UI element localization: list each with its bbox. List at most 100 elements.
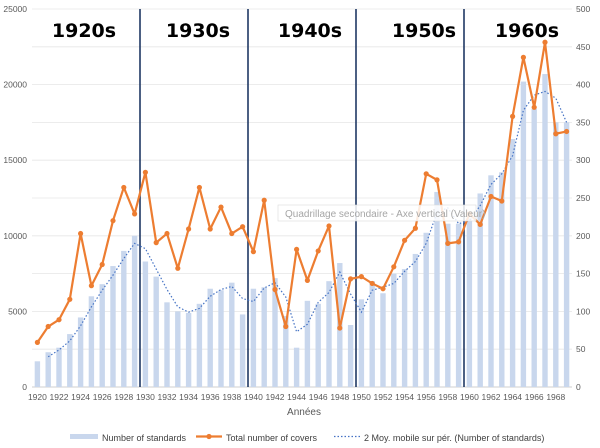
covers-point (412, 225, 418, 231)
standards-bar (207, 288, 213, 387)
covers-point (445, 240, 451, 246)
standards-bar (326, 281, 332, 387)
left-axis-tick-label: 25000 (3, 4, 27, 14)
decade-label: 1960s (495, 20, 559, 42)
covers-point (164, 230, 170, 237)
left-axis-tick-label: 5000 (8, 306, 27, 316)
standards-bar (34, 361, 41, 387)
standards-bar (401, 269, 408, 387)
decade-labels: 1920s 1930s 1940s 1950s 1960s (52, 20, 559, 42)
standards-bar (218, 290, 224, 387)
right-axis-tick-label: 100 (576, 306, 590, 316)
left-axis-tick-label: 20000 (3, 80, 27, 90)
covers-point (283, 323, 289, 330)
x-axis-tick-label: 1940 (244, 392, 263, 402)
tooltip-text: Quadrillage secondaire - Axe vertical (V… (285, 209, 485, 220)
decade-label: 1920s (52, 20, 116, 42)
covers-point (358, 274, 364, 280)
covers-point (488, 193, 494, 200)
covers-point (207, 226, 213, 232)
standards-bar (553, 122, 559, 388)
covers-point (88, 283, 94, 289)
legend-label-standards: Number of standards (102, 433, 187, 443)
standards-bar (56, 347, 62, 387)
standards-bar (488, 175, 494, 387)
standards-bar (45, 352, 51, 387)
moving-average-line (47, 90, 568, 358)
x-axis-tick-label: 1956 (417, 392, 436, 402)
covers-point (250, 249, 256, 255)
standards-bar (185, 312, 192, 387)
x-axis-tick-label: 1960 (460, 392, 479, 402)
standards-bar (423, 232, 429, 387)
right-axis-tick-label: 150 (576, 269, 590, 279)
covers-point (456, 239, 462, 245)
decade-dividers (139, 9, 465, 387)
right-axis-tick-label: 200 (576, 231, 590, 241)
covers-point (391, 264, 397, 270)
x-axis-tick-label: 1968 (546, 392, 565, 402)
covers-point (304, 277, 310, 284)
standards-bar (369, 281, 375, 387)
standards-bar (412, 253, 419, 387)
left-axis-ticks: 0 5000 10000 15000 20000 25000 (3, 4, 27, 392)
covers-point (261, 197, 267, 203)
standards-bar (434, 191, 440, 387)
x-axis-tick-label: 1962 (482, 392, 501, 402)
covers-point (196, 184, 202, 191)
covers-point (218, 204, 224, 210)
standards-bar (261, 287, 267, 387)
x-axis-tick-label: 1930 (136, 392, 155, 402)
covers-point (294, 246, 300, 253)
covers-series (34, 39, 570, 345)
right-axis-tick-label: 400 (576, 80, 590, 90)
standards-bar (175, 311, 181, 387)
right-axis-ticks: 0 50 100 150 200 250 300 350 400 450 500 (576, 4, 590, 392)
x-axis-tick-label: 1926 (93, 392, 112, 402)
right-axis-tick-label: 350 (576, 117, 590, 127)
x-axis-tick-label: 1948 (330, 392, 349, 402)
covers-point (348, 276, 354, 282)
standards-bar (531, 108, 537, 388)
right-axis-tick-label: 50 (576, 344, 586, 354)
standards-bar (272, 278, 278, 387)
x-axis-tick-label: 1928 (114, 392, 133, 402)
x-axis-tick-label: 1924 (71, 392, 90, 402)
bar-series (34, 74, 570, 388)
standards-bar (293, 347, 300, 387)
standards-bar (153, 276, 159, 387)
standards-bar (445, 223, 451, 387)
covers-point (186, 226, 192, 232)
right-axis-tick-label: 500 (576, 4, 590, 14)
standards-bar (347, 325, 354, 387)
standards-bar (520, 81, 527, 388)
standards-bar (229, 282, 235, 387)
x-axis-tick-label: 1958 (438, 392, 457, 402)
covers-point (380, 286, 386, 292)
standards-bar (509, 139, 516, 387)
covers-point (499, 198, 505, 204)
standards-bar (542, 74, 548, 388)
covers-point (434, 177, 440, 183)
legend-marker-covers (206, 433, 212, 440)
x-axis-tick-label: 1950 (352, 392, 371, 402)
standards-bar (239, 314, 246, 387)
standards-bar (391, 273, 397, 387)
covers-point (423, 171, 429, 177)
x-axis-title: Années (287, 407, 321, 418)
tooltip: Quadrillage secondaire - Axe vertical (V… (277, 204, 485, 222)
x-axis-tick-label: 1944 (287, 392, 306, 402)
covers-point (509, 113, 516, 119)
x-axis-tick-label: 1922 (50, 392, 69, 402)
x-axis-tick-label: 1966 (525, 392, 544, 402)
standards-bar (67, 334, 73, 387)
covers-point (402, 237, 408, 243)
standards-bar (196, 303, 203, 387)
x-axis-tick-label: 1952 (374, 392, 393, 402)
standards-bar (466, 217, 473, 387)
legend-label-moving-average: 2 Moy. mobile sur pér. (Number of standa… (364, 433, 544, 443)
x-axis-tick-label: 1954 (395, 392, 414, 402)
left-axis-tick-label: 15000 (3, 155, 27, 165)
legend-label-covers: Total number of covers (226, 433, 318, 443)
